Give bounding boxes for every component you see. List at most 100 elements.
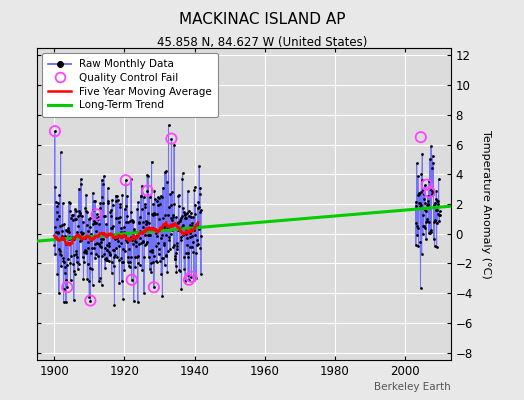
- Point: [414, 192, 422, 199]
- Point: [155, 246, 163, 253]
- Point: [83, 261, 92, 267]
- Point: [424, 230, 433, 236]
- Point: [428, 165, 436, 171]
- Point: [173, 240, 181, 246]
- Point: [117, 240, 125, 247]
- Point: [412, 160, 421, 167]
- Point: [161, 169, 169, 176]
- Point: [156, 200, 164, 207]
- Point: [92, 211, 101, 218]
- Point: [140, 201, 149, 207]
- Point: [185, 243, 194, 250]
- Point: [160, 262, 169, 268]
- Point: [97, 177, 106, 184]
- Point: [148, 248, 156, 255]
- Point: [81, 208, 90, 214]
- Point: [147, 226, 155, 232]
- Point: [146, 266, 154, 272]
- Point: [51, 128, 59, 134]
- Point: [71, 206, 79, 212]
- Point: [426, 230, 434, 236]
- Point: [68, 212, 76, 218]
- Point: [425, 178, 433, 184]
- Point: [422, 208, 430, 214]
- Point: [431, 199, 439, 206]
- Point: [188, 223, 196, 229]
- Point: [107, 270, 116, 276]
- Point: [118, 192, 126, 199]
- Point: [68, 235, 77, 242]
- Point: [104, 198, 113, 204]
- Point: [417, 171, 425, 177]
- Point: [62, 298, 70, 305]
- Point: [100, 213, 108, 219]
- Point: [127, 234, 135, 240]
- Point: [137, 193, 145, 200]
- Point: [97, 236, 105, 242]
- Point: [182, 250, 190, 256]
- Point: [50, 242, 58, 248]
- Point: [434, 176, 443, 182]
- Point: [61, 264, 70, 270]
- Point: [168, 211, 177, 218]
- Point: [139, 224, 148, 230]
- Point: [428, 191, 436, 197]
- Point: [72, 259, 81, 266]
- Point: [62, 241, 70, 247]
- Point: [195, 163, 203, 169]
- Point: [430, 236, 438, 243]
- Point: [425, 156, 434, 162]
- Point: [431, 218, 440, 224]
- Point: [150, 284, 158, 290]
- Point: [423, 193, 432, 200]
- Point: [54, 200, 62, 206]
- Point: [109, 247, 117, 253]
- Point: [123, 239, 131, 246]
- Point: [70, 252, 78, 259]
- Point: [189, 239, 197, 245]
- Point: [52, 203, 61, 209]
- Point: [143, 219, 151, 226]
- Point: [110, 302, 118, 308]
- Point: [430, 219, 439, 225]
- Point: [74, 266, 82, 272]
- Point: [52, 229, 60, 235]
- Point: [142, 240, 150, 247]
- Point: [146, 232, 154, 239]
- Point: [417, 202, 425, 208]
- Point: [57, 263, 65, 270]
- Point: [56, 248, 64, 254]
- Point: [67, 276, 75, 283]
- Point: [176, 218, 184, 224]
- Legend: Raw Monthly Data, Quality Control Fail, Five Year Moving Average, Long-Term Tren: Raw Monthly Data, Quality Control Fail, …: [42, 53, 219, 117]
- Point: [421, 224, 430, 231]
- Point: [427, 143, 435, 150]
- Point: [194, 241, 202, 247]
- Point: [134, 199, 143, 205]
- Point: [195, 226, 203, 232]
- Point: [431, 216, 439, 223]
- Point: [174, 193, 183, 200]
- Point: [122, 203, 130, 209]
- Point: [108, 197, 116, 203]
- Point: [107, 259, 116, 265]
- Point: [170, 201, 179, 207]
- Point: [176, 236, 184, 243]
- Point: [132, 243, 140, 249]
- Point: [158, 194, 166, 200]
- Point: [99, 235, 107, 242]
- Point: [194, 204, 203, 211]
- Point: [414, 200, 423, 207]
- Point: [150, 226, 159, 232]
- Point: [63, 225, 72, 232]
- Point: [64, 226, 72, 233]
- Point: [182, 231, 190, 238]
- Point: [82, 222, 91, 228]
- Point: [433, 207, 441, 214]
- Point: [185, 276, 193, 283]
- Point: [422, 216, 431, 222]
- Point: [109, 223, 117, 230]
- Point: [94, 216, 102, 222]
- Point: [74, 213, 82, 219]
- Point: [111, 235, 119, 241]
